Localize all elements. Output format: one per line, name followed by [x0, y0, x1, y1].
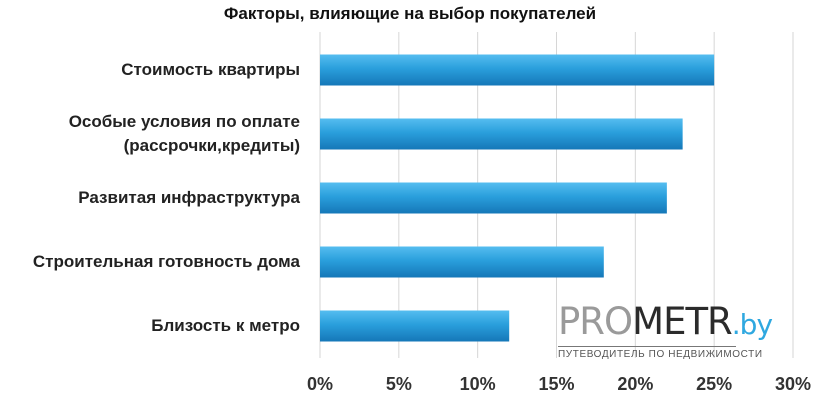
category-label: Особые условия по оплате (рассрочки,креди… — [69, 110, 300, 158]
x-tick-label: 25% — [696, 374, 733, 394]
category-label: Строительная готовность дома — [33, 250, 300, 274]
category-label-line: Стоимость квартиры — [121, 60, 300, 79]
category-label: Развитая инфраструктура — [78, 186, 300, 210]
category-label-line: Строительная готовность дома — [32, 252, 300, 271]
logo-pro: PRO — [558, 300, 633, 343]
category-label: Близость к метро — [151, 314, 300, 338]
prometr-logo: PROMETR.by ПУТЕВОДИТЕЛЬ ПО НЕДВИЖИМОСТИ — [558, 300, 773, 362]
category-label-line: Близость к метро — [151, 316, 300, 335]
x-tick-label: 10% — [459, 374, 496, 394]
bar — [320, 310, 510, 342]
category-label-line: (рассрочки,кредиты) — [123, 136, 300, 155]
x-tick-label: 15% — [538, 374, 575, 394]
x-tick-label: 0% — [306, 374, 334, 394]
bar — [320, 118, 683, 150]
logo-wordmark: PROMETR.by — [558, 300, 773, 347]
bar — [320, 54, 715, 86]
logo-domain: .by — [731, 308, 773, 341]
bar — [320, 246, 604, 278]
bar — [320, 182, 667, 214]
x-tick-label: 5% — [385, 374, 412, 394]
logo-tagline: ПУТЕВОДИТЕЛЬ ПО НЕДВИЖИМОСТИ — [558, 346, 762, 360]
logo-metr: METR — [632, 300, 733, 343]
x-tick-label: 30% — [774, 374, 812, 394]
category-label-line: Развитая инфраструктура — [78, 188, 300, 207]
x-tick-label: 20% — [617, 374, 654, 394]
category-label: Стоимость квартиры — [121, 58, 300, 82]
category-label-line: Особые условия по оплате — [68, 112, 300, 131]
chart-title: Факторы, влияющие на выбор покупателей — [223, 4, 597, 23]
